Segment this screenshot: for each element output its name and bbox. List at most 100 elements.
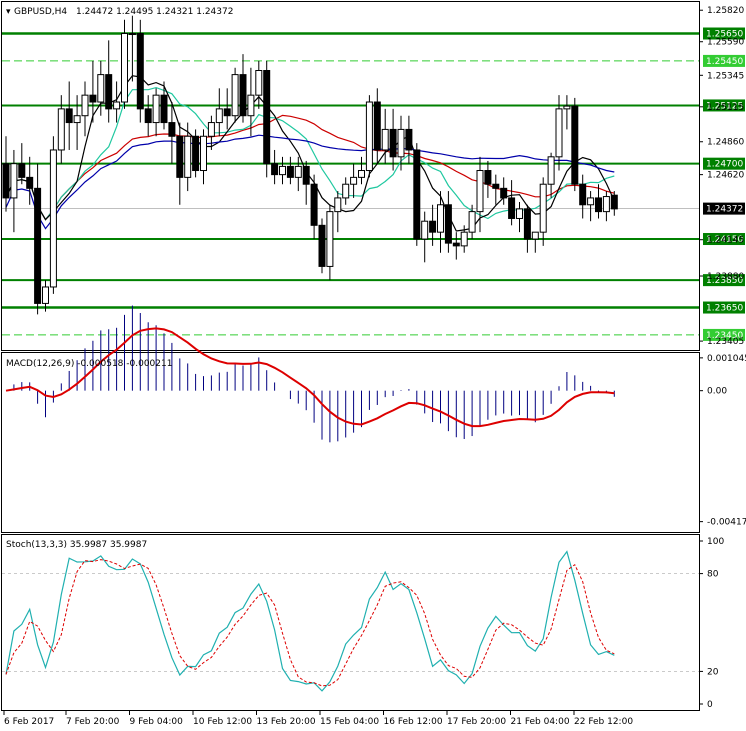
candle-bear [523,208,531,240]
stoch-tick-label: 20 [707,667,719,677]
macd-tick-label: 0.001045 [707,354,746,364]
candle-bull [516,208,523,219]
candle-bull [81,94,89,117]
candle-bull [358,170,365,178]
time-tick-label: 22 Feb 12:00 [574,717,633,727]
candle-bull [294,165,302,178]
price-tick-label: 1.25590 [707,38,744,48]
candle-bear [610,194,618,210]
level-price-box [703,301,745,314]
candle-bull [365,101,373,172]
candle-bear [413,149,421,240]
time-tick-label: 21 Feb 04:00 [511,717,570,727]
stoch-tick-label: 0 [707,700,713,710]
stoch-plot-frame [1,534,700,711]
candle-bull [184,135,192,178]
candle-bear [271,163,279,176]
candle-bull [42,286,49,304]
candle-bull [531,231,539,240]
price-tick-label: 1.24620 [707,171,744,181]
candlesticks [2,15,618,315]
symbol-label: GBPUSD,H4 [14,7,67,17]
candle-bull [128,33,136,36]
price-axis: 1.25820 1.25590 1.25345 1.25115 1.24860 1.246… [699,6,744,347]
level-price-box [703,157,745,170]
macd-plot-frame [1,352,700,533]
candle-bear [176,135,184,178]
candle-bull [539,183,547,233]
candle-bear [263,70,271,165]
candle-bull [200,135,207,172]
candle-bear [160,94,168,124]
candle-bull [587,197,595,206]
level-price-box [703,99,745,112]
candle-bull [397,128,405,158]
candle-bear [105,74,113,110]
time-tick-label: 17 Feb 20:00 [447,717,506,727]
candle-bull [113,101,121,110]
candle-bear [405,128,413,151]
price-tick-label: 1.25820 [707,6,744,16]
candle-bear [444,204,452,244]
candle-bull [215,108,223,124]
candle-bear [508,197,516,219]
candle-bear [144,108,152,124]
level-price-label: 1.24150 [706,235,743,245]
macd-panel: 0.001045 0.00 -0.00417 [5,305,746,528]
level-price-box [703,233,745,246]
candle-bull [563,105,571,110]
candle-bear [89,94,97,103]
macd-tick-label: 0.00 [707,387,727,397]
candle-bull [97,74,105,103]
candle-bull [57,108,65,151]
macd-tick-label: -0.00417 [707,518,746,528]
level-price-label: 1.25450 [706,57,743,67]
time-tick-label: 6 Feb 2017 [4,717,54,727]
candle-bear [65,108,73,124]
candle-bear [223,108,231,117]
candle-bull [476,170,484,213]
candle-bull [421,220,429,240]
time-tick-label: 10 Feb 12:00 [193,717,252,727]
candle-bull [602,196,610,213]
time-tick-label: 13 Feb 20:00 [257,717,316,727]
candle-bull [547,156,555,185]
candle-bear [373,101,381,151]
candle-bear [34,187,42,304]
price-tick-label: 1.23880 [707,272,744,282]
time-tick-label: 15 Feb 04:00 [320,717,379,727]
macd-label: MACD(12,26,9) -0.000518 -0.000211 [6,359,172,369]
candle-bear [579,183,587,206]
candle-bull [152,94,160,124]
candle-bear [484,170,492,185]
stoch-main-line [5,550,615,692]
candle-bear [318,224,326,267]
candle-bear [571,105,579,185]
candle-bear [452,242,460,247]
price-tick-label: 1.23405 [707,337,744,347]
candle-bear [18,163,26,178]
level-price-label: 1.23650 [706,304,743,314]
candle-bear [429,220,437,233]
candle-bull [437,204,444,233]
candle-bear [389,128,397,158]
candle-bull [326,211,334,267]
candle-bear [2,163,10,199]
candle-bull [342,183,350,199]
header-arrow-icon: ▾ [6,7,11,17]
candle-bull [381,128,389,151]
level-price-box [703,27,745,40]
stoch-tick-label: 80 [707,570,719,580]
level-price-box [703,54,745,67]
candle-bear [26,176,34,189]
time-tick-label: 9 Feb 04:00 [130,717,184,727]
candle-bull [255,70,263,96]
candle-bull [207,122,215,137]
candle-bear [136,33,144,110]
candle-bear [239,74,247,117]
candle-bear [192,135,200,172]
time-tick-label: 16 Feb 12:00 [384,717,443,727]
stoch-label: Stoch(13,3,3) 35.9987 35.9987 [6,540,147,550]
level-price-label: 1.25125 [706,101,743,111]
